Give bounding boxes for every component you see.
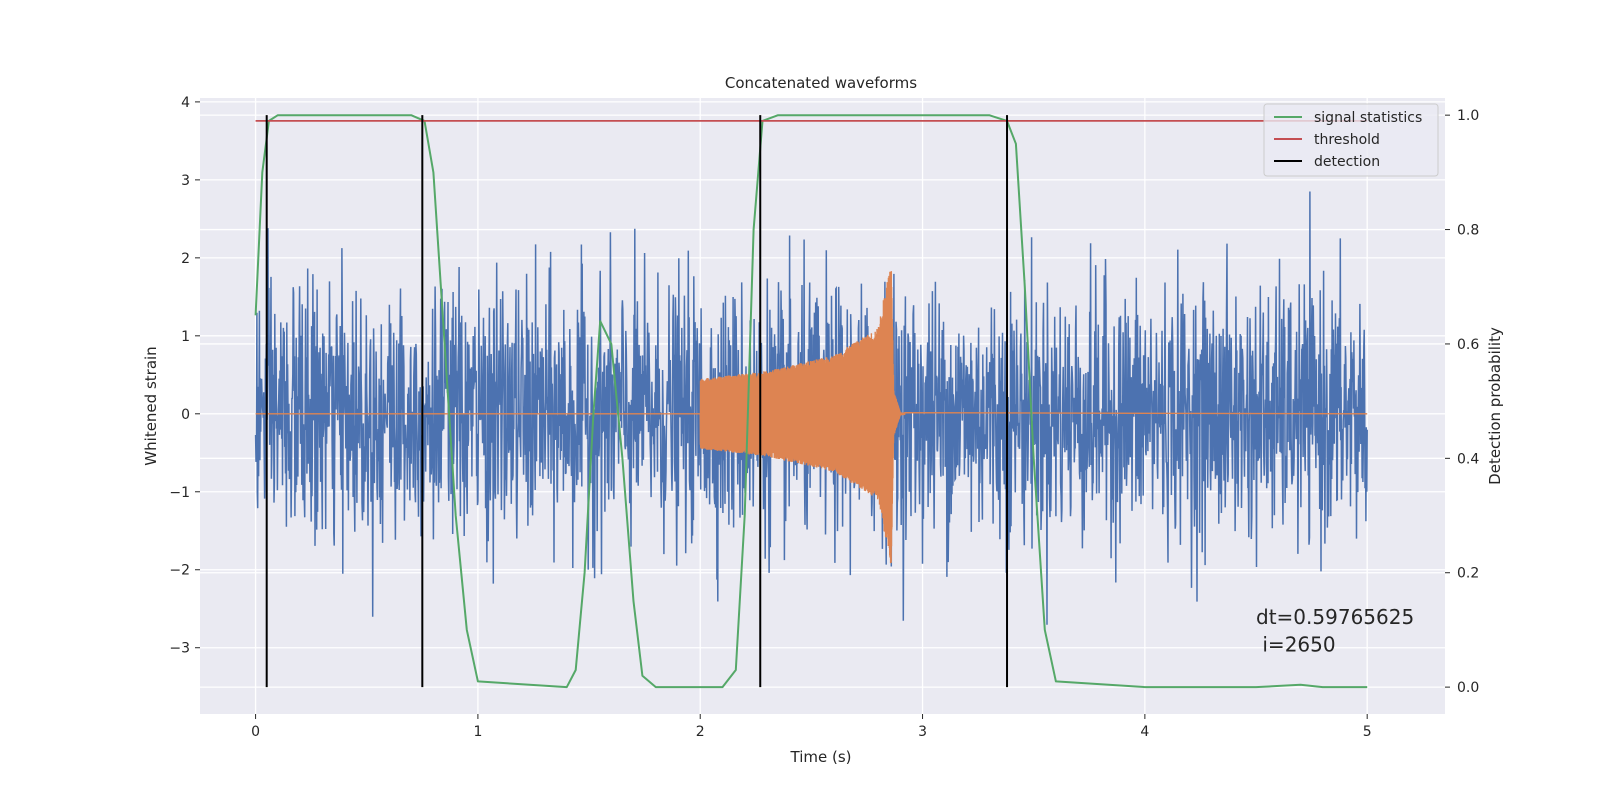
series-detection <box>265 115 1009 688</box>
x-tick-label: 1 <box>473 724 482 740</box>
y-tick-label: −1 <box>169 485 190 501</box>
waveform-line <box>255 271 1368 564</box>
series-strain <box>254 191 1368 625</box>
y2-axis-label: Detection probability <box>1486 327 1504 485</box>
y-tick-label: 4 <box>181 95 190 111</box>
annotation-i: i=2650 <box>1256 633 1336 657</box>
y-axis-left: −3 −2 −1 0 1 2 3 4 <box>169 95 200 657</box>
strain-line <box>254 191 1368 625</box>
x-tick-label: 4 <box>1140 724 1149 740</box>
y-tick-label: −3 <box>169 641 190 657</box>
x-axis: 0 1 2 3 4 5 <box>251 714 1372 740</box>
x-tick-label: 3 <box>918 724 927 740</box>
y2-tick-label: 0.8 <box>1457 223 1479 239</box>
y-tick-label: 1 <box>181 329 190 345</box>
y2-tick-label: 0.2 <box>1457 566 1479 582</box>
y-tick-label: −2 <box>169 563 190 579</box>
chart-title: Concatenated waveforms <box>725 74 917 92</box>
y2-tick-label: 0.6 <box>1457 337 1479 353</box>
y2-tick-label: 0.0 <box>1457 680 1479 696</box>
y2-tick-label: 0.4 <box>1457 451 1479 467</box>
x-tick-label: 5 <box>1363 724 1372 740</box>
y2-tick-label: 1.0 <box>1457 108 1479 124</box>
legend-box <box>1263 103 1439 177</box>
y-axis-right: 0.0 0.2 0.4 0.6 0.8 1.0 <box>1445 108 1479 696</box>
x-tick-label: 2 <box>696 724 705 740</box>
y-axis-label: Whitened strain <box>142 346 160 465</box>
y-tick-label: 0 <box>181 407 190 423</box>
legend: signal statistics threshold detection <box>1263 103 1439 177</box>
legend-label-threshold: threshold <box>1314 132 1380 148</box>
y-tick-label: 2 <box>181 251 190 267</box>
annotation-dt: dt=0.59765625 <box>1256 605 1414 629</box>
annotation: dt=0.59765625 i=2650 <box>1256 605 1414 656</box>
x-tick-label: 0 <box>251 724 260 740</box>
y-tick-label: 3 <box>181 173 190 189</box>
legend-label-detection: detection <box>1314 154 1380 170</box>
series-waveform <box>255 271 1368 564</box>
x-axis-label: Time (s) <box>790 748 852 766</box>
legend-label-signal-statistics: signal statistics <box>1314 110 1422 126</box>
